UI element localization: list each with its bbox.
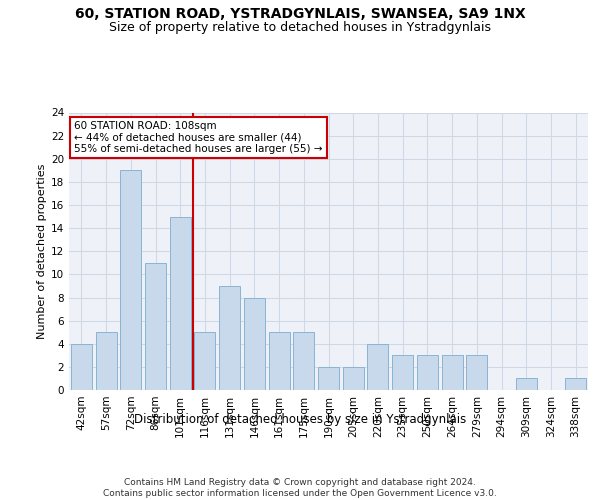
Bar: [244, 298, 265, 390]
Text: Size of property relative to detached houses in Ystradgynlais: Size of property relative to detached ho…: [109, 21, 491, 34]
Bar: [392, 356, 413, 390]
Text: Contains HM Land Registry data © Crown copyright and database right 2024.
Contai: Contains HM Land Registry data © Crown c…: [103, 478, 497, 498]
Bar: [516, 378, 537, 390]
Text: 60 STATION ROAD: 108sqm
← 44% of detached houses are smaller (44)
55% of semi-de: 60 STATION ROAD: 108sqm ← 44% of detache…: [74, 121, 323, 154]
Bar: [95, 332, 116, 390]
Bar: [343, 367, 364, 390]
Bar: [367, 344, 388, 390]
Bar: [170, 216, 191, 390]
Bar: [194, 332, 215, 390]
Bar: [71, 344, 92, 390]
Bar: [466, 356, 487, 390]
Bar: [145, 263, 166, 390]
Text: Distribution of detached houses by size in Ystradgynlais: Distribution of detached houses by size …: [134, 412, 466, 426]
Bar: [219, 286, 240, 390]
Bar: [565, 378, 586, 390]
Bar: [120, 170, 141, 390]
Text: 60, STATION ROAD, YSTRADGYNLAIS, SWANSEA, SA9 1NX: 60, STATION ROAD, YSTRADGYNLAIS, SWANSEA…: [74, 8, 526, 22]
Bar: [269, 332, 290, 390]
Y-axis label: Number of detached properties: Number of detached properties: [37, 164, 47, 339]
Bar: [442, 356, 463, 390]
Bar: [318, 367, 339, 390]
Bar: [417, 356, 438, 390]
Bar: [293, 332, 314, 390]
